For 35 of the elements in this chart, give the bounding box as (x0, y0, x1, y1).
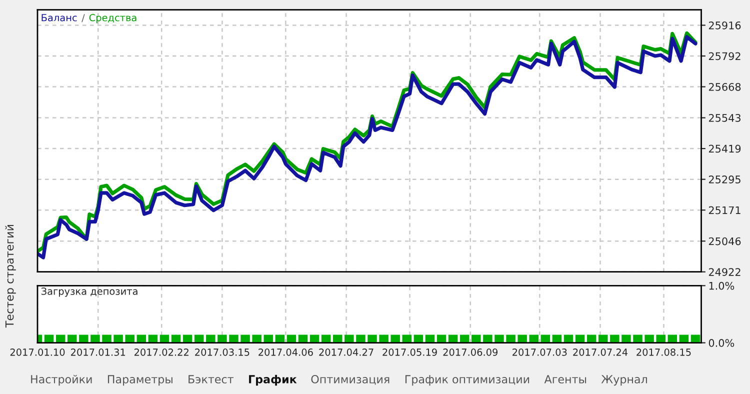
x-tick-label: 2017.08.15 (636, 348, 691, 356)
y-tick-label: 25916 (708, 21, 741, 30)
text: Агенты (544, 375, 586, 384)
text: Баланс (42, 14, 77, 22)
text: Параметры (108, 375, 172, 386)
x-tick-label: 2017.05.19 (382, 348, 437, 356)
text: Средства (89, 14, 136, 24)
y-tick-label: 25543 (708, 114, 740, 122)
text: График оптимизации (405, 375, 530, 386)
x-tick-label: 2017.06.09 (443, 348, 498, 356)
y-tick-label: 25792 (708, 52, 740, 60)
text: Бэктест (188, 375, 234, 384)
y-tick-label: 25171 (708, 206, 740, 214)
y-tick-label: 1.0% (709, 282, 734, 290)
text: Журнал (601, 375, 647, 386)
x-tick-label: 2017.01.10 (10, 348, 65, 356)
y-tick-label: 25046 (708, 237, 741, 246)
y-tick-label: 25668 (708, 82, 741, 91)
x-tick-label: 2017.01.31 (70, 348, 126, 356)
text: График (249, 374, 297, 386)
y-tick-label: 25419 (708, 144, 741, 153)
y-tick-label: 25295 (708, 176, 740, 184)
x-tick-label: 2017.04.27 (319, 348, 374, 356)
chart-title: Загрузка депозита (41, 288, 138, 297)
text: Настройки (31, 374, 92, 386)
x-tick-label: 2017.02.22 (134, 348, 188, 356)
text: Оптимизация (311, 375, 390, 385)
text: Тестер стратегий (5, 224, 16, 328)
x-tick-label: 2017.07.24 (573, 348, 628, 356)
y-tick-label: 24922 (708, 268, 740, 276)
y-tick-label: 0.0% (708, 339, 734, 347)
x-tick-label: 2017.04.06 (258, 348, 313, 356)
annotation: / (82, 14, 85, 22)
x-tick-label: 2017.03.15 (195, 348, 250, 356)
x-tick-label: 2017.07.03 (512, 348, 567, 356)
